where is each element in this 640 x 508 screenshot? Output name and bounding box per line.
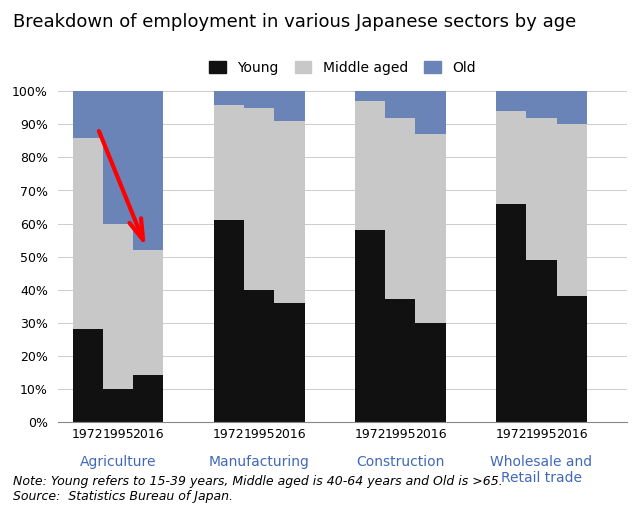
Bar [496, 111, 526, 204]
Bar [244, 290, 275, 422]
Bar [244, 91, 275, 108]
Text: Agriculture: Agriculture [80, 455, 156, 469]
Bar [557, 296, 587, 422]
Text: Wholesale and
Retail trade: Wholesale and Retail trade [490, 455, 593, 485]
Bar [355, 102, 385, 230]
Bar [275, 121, 305, 303]
Bar [557, 91, 587, 124]
Bar [557, 124, 587, 296]
Legend: Young, Middle aged, Old: Young, Middle aged, Old [204, 55, 481, 81]
Bar [133, 91, 163, 250]
Bar [133, 250, 163, 375]
Bar [355, 230, 385, 422]
Bar [496, 91, 526, 111]
Bar [214, 105, 244, 220]
Bar [214, 91, 244, 105]
Bar [385, 118, 415, 299]
Bar [275, 91, 305, 121]
Text: Breakdown of employment in various Japanese sectors by age: Breakdown of employment in various Japan… [13, 13, 576, 30]
Text: Note: Young refers to 15-39 years, Middle aged is 40-64 years and Old is >65.
So: Note: Young refers to 15-39 years, Middl… [13, 475, 502, 503]
Bar [415, 91, 445, 134]
Bar [385, 91, 415, 118]
Bar [496, 204, 526, 422]
Bar [415, 134, 445, 323]
Bar [385, 299, 415, 422]
Text: Construction: Construction [356, 455, 445, 469]
Bar [214, 220, 244, 422]
Bar [526, 91, 557, 118]
Bar [73, 329, 103, 422]
Bar [355, 91, 385, 102]
Bar [103, 91, 133, 224]
Bar [73, 138, 103, 329]
Bar [415, 323, 445, 422]
Bar [526, 118, 557, 260]
Text: Manufacturing: Manufacturing [209, 455, 310, 469]
Bar [526, 260, 557, 422]
Bar [103, 224, 133, 389]
Bar [73, 91, 103, 138]
Bar [244, 108, 275, 290]
Bar [275, 303, 305, 422]
Bar [103, 389, 133, 422]
Bar [133, 375, 163, 422]
